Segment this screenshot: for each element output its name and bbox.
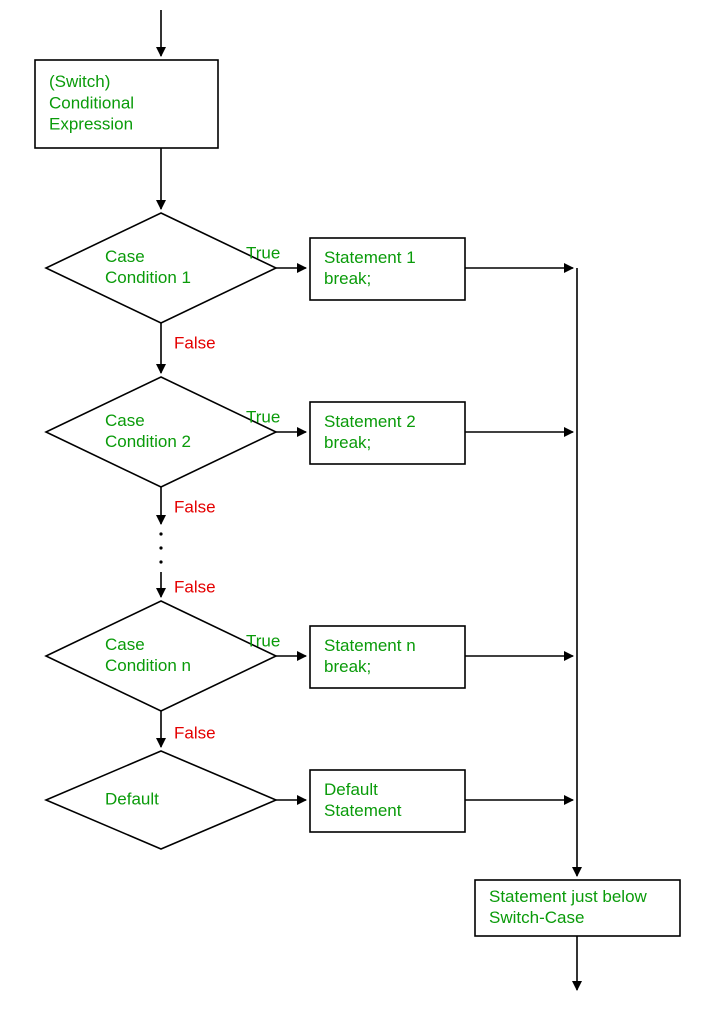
node-stmt1: Statement 1 break;: [310, 238, 465, 300]
stmt2-label-0: Statement 2: [324, 412, 416, 431]
node-cond1: Case Condition 1: [46, 213, 276, 323]
cond2-label-0: Case: [105, 411, 145, 430]
exit_box-label-1: Switch-Case: [489, 908, 584, 927]
edge-label-dots-condn: False: [174, 577, 216, 596]
default_stmt-label-0: Default: [324, 780, 378, 799]
exit_box-label-0: Statement just below: [489, 887, 648, 906]
node-default: Default: [46, 751, 276, 849]
cond1-label-0: Case: [105, 247, 145, 266]
ellipsis-dot-2: [159, 560, 162, 563]
stmt1-label-1: break;: [324, 269, 371, 288]
condn-label-1: Condition n: [105, 656, 191, 675]
default-diamond: [46, 751, 276, 849]
condn-label-0: Case: [105, 635, 145, 654]
node-exit_box: Statement just below Switch-Case: [475, 880, 680, 936]
node-stmtn: Statement n break;: [310, 626, 465, 688]
start_box-label-2: Expression: [49, 115, 133, 134]
default-label-0: Default: [105, 789, 159, 808]
edge-label-condn-default: False: [174, 723, 216, 742]
edge-label-cond2-stmt2: True: [246, 407, 280, 426]
node-stmt2: Statement 2 break;: [310, 402, 465, 464]
stmtn-label-1: break;: [324, 657, 371, 676]
node-cond2: Case Condition 2: [46, 377, 276, 487]
stmtn-label-0: Statement n: [324, 636, 416, 655]
stmt1-label-0: Statement 1: [324, 248, 416, 267]
node-condn: Case Condition n: [46, 601, 276, 711]
default_stmt-label-1: Statement: [324, 801, 402, 820]
node-start_box: (Switch) Conditional Expression: [35, 60, 218, 148]
edge-label-cond1-stmt1: True: [246, 243, 280, 262]
ellipsis-dot-1: [159, 546, 162, 549]
cond2-label-1: Condition 2: [105, 432, 191, 451]
edge-label-cond1-cond2: False: [174, 333, 216, 352]
stmt2-label-1: break;: [324, 433, 371, 452]
ellipsis-dot-0: [159, 532, 162, 535]
edge-label-cond2-dots: False: [174, 497, 216, 516]
edge-label-condn-stmtn: True: [246, 631, 280, 650]
start_box-label-0: (Switch): [49, 72, 110, 91]
cond1-label-1: Condition 1: [105, 268, 191, 287]
start_box-label-1: Conditional: [49, 93, 134, 112]
node-default_stmt: Default Statement: [310, 770, 465, 832]
flowchart-canvas: (Switch) Conditional Expression Case Conditi…: [0, 0, 710, 1016]
